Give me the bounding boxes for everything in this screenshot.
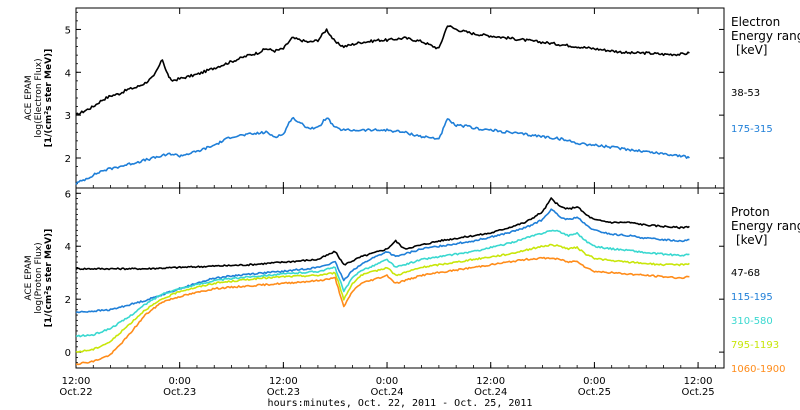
electron-series-line [75,116,690,186]
electron-y-tick-label: 2 [65,154,71,165]
proton-y-tick-label: 4 [65,242,71,253]
electron-legend-title-2: Energy ranges [731,29,800,43]
electron-y-label-line-2: log(Electron Flux) [34,58,44,137]
proton-legend-title-1: Proton [731,205,770,219]
proton-legend-entry: 795-1193 [731,340,779,351]
proton-legend-entry: 1060-1900 [731,364,786,375]
x-tick-time-label: 12:00 [62,376,91,387]
proton-panel: ACE EPAM log(Proton Flux) [1/(cm²s ster … [24,187,800,375]
proton-legend-entry: 115-195 [731,292,773,303]
electron-legend-entry: 38-53 [731,88,760,99]
proton-series-line [75,256,690,366]
x-tick-time-label: 0:00 [168,376,190,387]
electron-y-label-line-1: ACE EPAM [24,75,34,120]
proton-y-axis-label: ACE EPAM log(Proton Flux) [1/(cm²s ster … [24,229,54,328]
proton-legend: Proton Energy ranges [keV] [731,205,800,247]
x-tick-time-label: 12:00 [684,376,713,387]
proton-legend-entry: 47-68 [731,268,760,279]
electron-panel: ACE EPAM log(Electron Flux) [1/(cm²s ste… [24,7,800,189]
proton-y-label-line-2: log(Proton Flux) [34,242,44,313]
x-axis-title: hours:minutes, Oct. 22, 2011 - Oct. 25, … [268,398,533,409]
x-tick-date-label: Oct.24 [370,387,403,398]
x-tick-date-label: Oct.25 [681,387,714,398]
x-tick-time-label: 0:00 [376,376,398,387]
proton-series-line [75,243,690,353]
x-tick-date-label: Oct.25 [578,387,611,398]
x-tick-time-label: 0:00 [583,376,605,387]
x-tick-date-label: Oct.24 [474,387,507,398]
x-tick-date-label: Oct.22 [59,387,92,398]
x-tick-date-label: Oct.23 [163,387,196,398]
electron-y-label-line-3: [1/(cm²s ster MeV)] [44,49,54,148]
proton-y-tick-label: 0 [65,348,71,359]
proton-series-line [75,197,690,271]
electron-series-line [75,25,690,116]
x-tick-date-label: Oct.23 [267,387,300,398]
electron-legend: Electron Energy ranges [keV] [731,15,800,57]
proton-legend-title-2: Energy ranges [731,219,800,233]
electron-y-tick-label: 5 [65,25,71,36]
proton-series-line [75,229,690,338]
electron-legend-title-1: Electron [731,15,780,29]
electron-y-axis-label: ACE EPAM log(Electron Flux) [1/(cm²s ste… [24,49,54,148]
proton-y-label-line-3: [1/(cm²s ster MeV)] [44,229,54,328]
proton-y-tick-label: 2 [65,295,71,306]
proton-y-tick-label: 6 [65,189,71,200]
x-tick-time-label: 12:00 [269,376,298,387]
electron-y-tick-label: 4 [65,68,71,79]
electron-legend-entry: 175-315 [731,124,773,135]
electron-y-tick-label: 3 [65,111,71,122]
proton-y-label-line-1: ACE EPAM [24,255,34,300]
electron-legend-title-3: [keV] [736,43,767,57]
proton-legend-title-3: [keV] [736,233,767,247]
x-tick-time-label: 12:00 [476,376,505,387]
proton-legend-entry: 310-580 [731,316,773,327]
